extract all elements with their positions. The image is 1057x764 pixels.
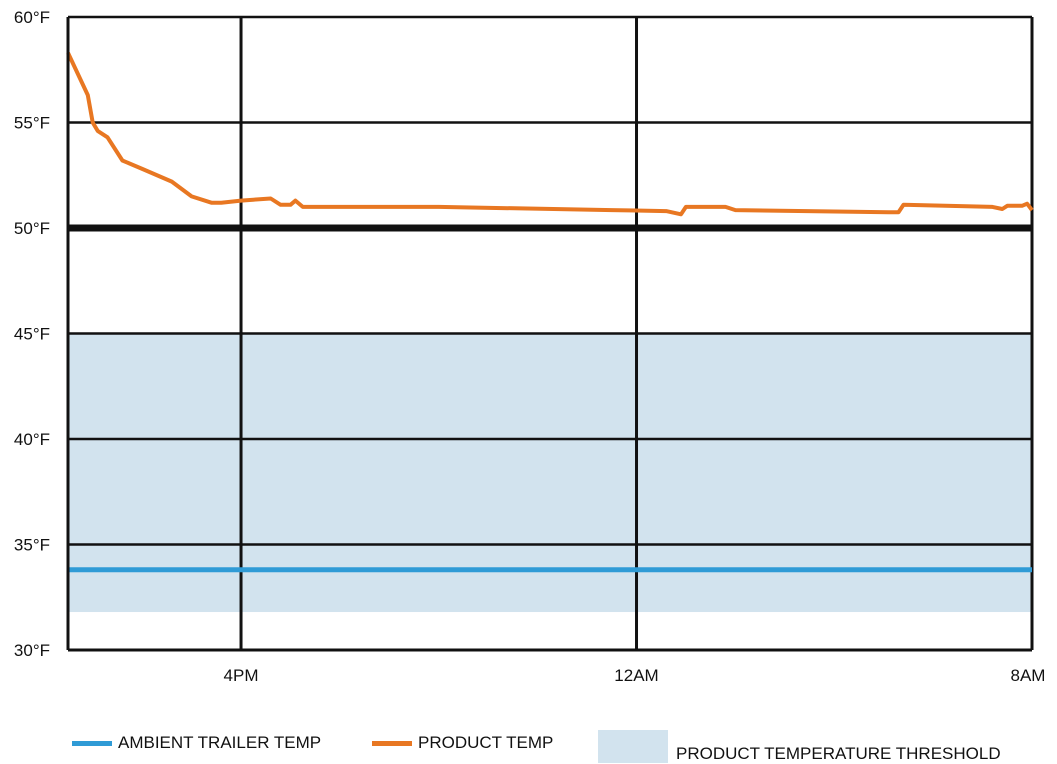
threshold-band [68, 333, 1032, 613]
y-tick-label: 60°F [14, 8, 50, 27]
legend-item-threshold: PRODUCT TEMPERATURE THRESHOLD [598, 728, 1001, 764]
vertical-gridlines [239, 17, 1034, 650]
chart-legend: AMBIENT TRAILER TEMP PRODUCT TEMP PRODUC… [0, 728, 1057, 764]
x-tick-label: 12AM [614, 666, 658, 685]
legend-label-product: PRODUCT TEMP [418, 733, 554, 752]
y-tick-label: 40°F [14, 430, 50, 449]
ambient-swatch [72, 740, 112, 746]
product-temp-line [66, 52, 1034, 217]
legend-label-threshold: PRODUCT TEMPERATURE THRESHOLD [676, 744, 1001, 763]
x-tick-label: 4PM [224, 666, 259, 685]
x-tick-label: 8AM [1011, 666, 1046, 685]
y-tick-label: 55°F [14, 114, 50, 133]
y-tick-label: 50°F [14, 219, 50, 238]
y-axis-tick-labels: 30°F 35°F 40°F 45°F 50°F 55°F 60°F [14, 8, 50, 660]
y-tick-label: 30°F [14, 641, 50, 660]
legend-item-product: PRODUCT TEMP [372, 733, 553, 753]
y-tick-label: 35°F [14, 536, 50, 555]
y-tick-label: 45°F [14, 325, 50, 344]
x-axis-tick-labels: 4PM 12AM 8AM [224, 666, 1046, 685]
legend-label-ambient: AMBIENT TRAILER TEMP [118, 733, 322, 752]
legend-item-ambient: AMBIENT TRAILER TEMP [72, 733, 321, 753]
threshold-swatch [598, 729, 668, 763]
product-swatch [372, 740, 412, 746]
temperature-chart: 30°F 35°F 40°F 45°F 50°F 55°F 60°F 4PM 12AM 8AM [14, 8, 1046, 685]
